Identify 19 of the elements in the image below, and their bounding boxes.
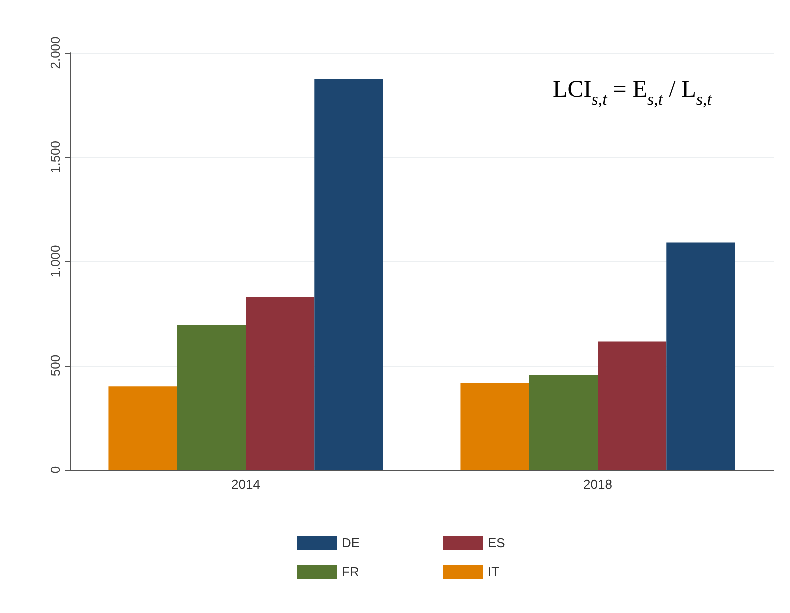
x-tick-label: 2014 — [232, 477, 260, 492]
bar — [529, 375, 598, 470]
bar — [108, 386, 178, 470]
legend-label: DE — [342, 536, 360, 550]
y-tick-label: 1.500 — [48, 140, 63, 174]
legend-label: ES — [488, 536, 506, 550]
legend-label: FR — [342, 564, 360, 580]
x-tick-label: 2018 — [584, 477, 612, 492]
bar — [666, 242, 736, 470]
bar — [460, 383, 530, 470]
y-tick-label: 2.000 — [48, 36, 63, 70]
y-tick-label: 1.000 — [48, 245, 63, 278]
y-tick-label: 500 — [48, 354, 63, 377]
bar — [598, 342, 667, 470]
legend-label: IT — [488, 564, 500, 580]
y-tick-label: 0 — [48, 466, 63, 474]
bar — [177, 325, 246, 470]
bar — [246, 296, 315, 470]
bar — [314, 79, 384, 470]
